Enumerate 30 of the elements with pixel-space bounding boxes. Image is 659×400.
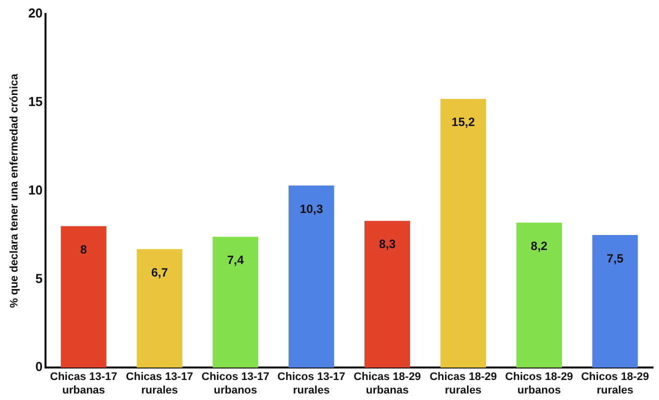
- data-label: 6,7: [151, 265, 168, 280]
- x-tick-label: Chicas 13-17 urbanas: [50, 371, 118, 396]
- bar: [212, 236, 258, 368]
- x-tick-label: Chicos 13-17 urbanos: [202, 371, 270, 396]
- x-tick-label: Chicas 18-29 rurales: [430, 371, 497, 396]
- y-tick-label: 5: [35, 270, 43, 286]
- bar: [364, 220, 410, 368]
- x-tick-label: Chicos 18-29 rurales: [581, 371, 649, 396]
- bar: [440, 98, 486, 368]
- data-label: 7,4: [227, 253, 244, 268]
- bar: [60, 226, 106, 368]
- data-label: 15,2: [452, 115, 476, 130]
- y-tick-label: 0: [35, 359, 43, 374]
- y-axis-title: % que declara tener una enfermedad crónica: [8, 72, 21, 308]
- data-label: 7,5: [606, 251, 624, 266]
- bar: [516, 222, 562, 368]
- data-label: 8,2: [530, 238, 548, 253]
- bar: [288, 185, 334, 368]
- data-label: 8: [80, 242, 88, 256]
- x-tick-label: Chicas 18-29 urbanas: [354, 371, 421, 396]
- y-tick-label: 15: [28, 94, 43, 109]
- y-tick-label: 20: [28, 6, 43, 21]
- y-tick-label: 10: [28, 182, 43, 198]
- bar: [592, 235, 638, 368]
- data-label: 8,3: [378, 237, 396, 252]
- bar: [136, 249, 182, 368]
- data-label: 10,3: [300, 202, 324, 216]
- x-tick-label: Chicos 18-29 urbanos: [505, 371, 574, 396]
- x-tick-label: Chicos 13-17 rurales: [277, 371, 346, 396]
- x-tick-label: Chicas 13-17 rurales: [126, 371, 194, 396]
